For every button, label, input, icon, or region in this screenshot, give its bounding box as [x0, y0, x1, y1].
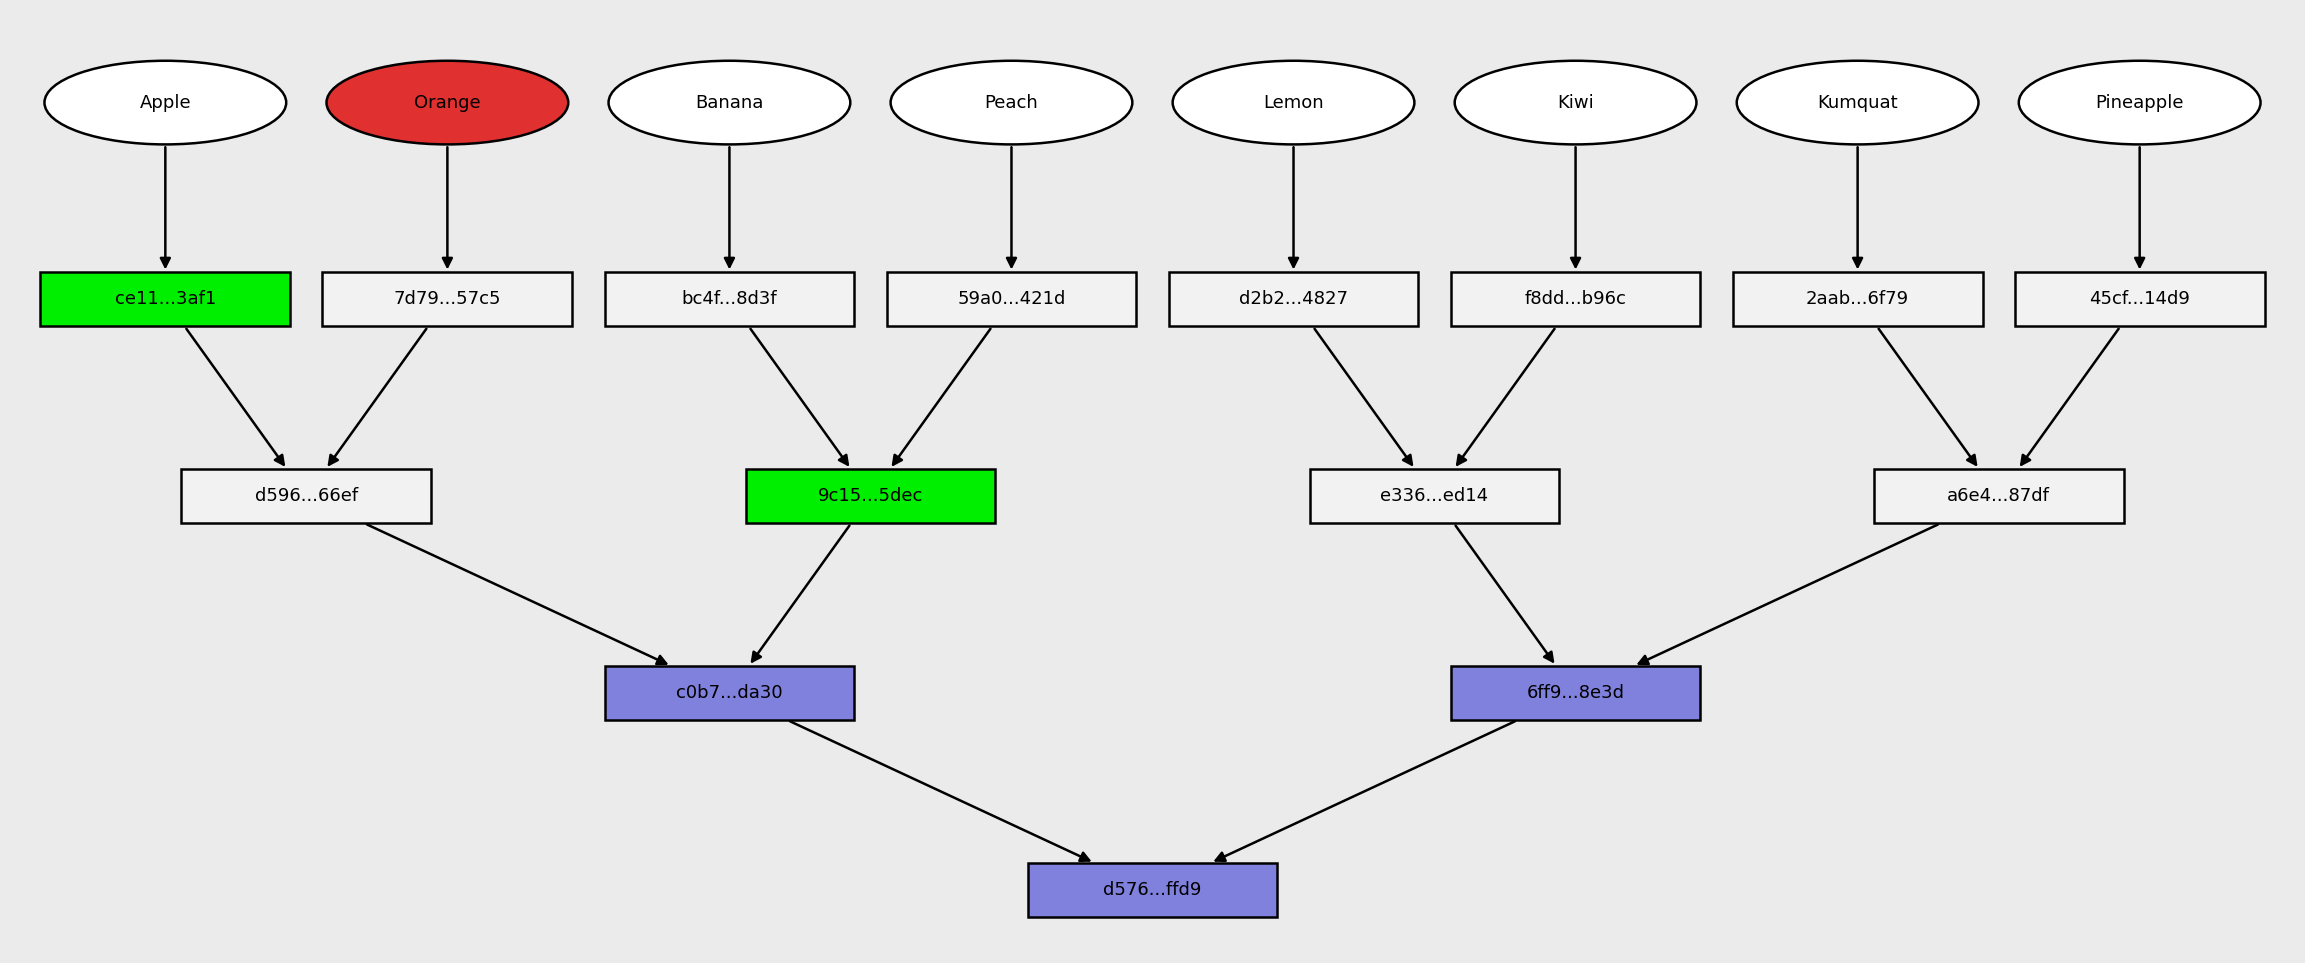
FancyBboxPatch shape	[41, 273, 290, 326]
Text: Banana: Banana	[696, 93, 763, 112]
Text: 2aab...6f79: 2aab...6f79	[1807, 291, 1909, 308]
Text: ce11...3af1: ce11...3af1	[115, 291, 217, 308]
Ellipse shape	[890, 61, 1132, 144]
FancyBboxPatch shape	[887, 273, 1136, 326]
Ellipse shape	[327, 61, 569, 144]
Text: f8dd...b96c: f8dd...b96c	[1524, 291, 1627, 308]
Text: 9c15...5dec: 9c15...5dec	[818, 487, 922, 506]
Text: Kiwi: Kiwi	[1558, 93, 1595, 112]
Text: 59a0...421d: 59a0...421d	[957, 291, 1065, 308]
Ellipse shape	[1173, 61, 1415, 144]
FancyBboxPatch shape	[182, 469, 431, 523]
Ellipse shape	[2019, 61, 2261, 144]
FancyBboxPatch shape	[604, 666, 855, 720]
Text: Kumquat: Kumquat	[1816, 93, 1897, 112]
Text: a6e4...87df: a6e4...87df	[1948, 487, 2049, 506]
Ellipse shape	[1454, 61, 1696, 144]
FancyBboxPatch shape	[1169, 273, 1418, 326]
Text: 45cf...14d9: 45cf...14d9	[2088, 291, 2190, 308]
Text: d596...66ef: d596...66ef	[256, 487, 357, 506]
Text: c0b7...da30: c0b7...da30	[675, 684, 784, 702]
FancyBboxPatch shape	[2015, 273, 2264, 326]
FancyBboxPatch shape	[1874, 469, 2123, 523]
Ellipse shape	[1736, 61, 1978, 144]
FancyBboxPatch shape	[1028, 863, 1277, 917]
Text: d2b2...4827: d2b2...4827	[1240, 291, 1348, 308]
FancyBboxPatch shape	[604, 273, 855, 326]
FancyBboxPatch shape	[323, 273, 572, 326]
FancyBboxPatch shape	[745, 469, 996, 523]
Text: Apple: Apple	[141, 93, 191, 112]
FancyBboxPatch shape	[1450, 666, 1701, 720]
FancyBboxPatch shape	[1450, 273, 1701, 326]
Text: Peach: Peach	[984, 93, 1037, 112]
Text: Pineapple: Pineapple	[2095, 93, 2183, 112]
Ellipse shape	[609, 61, 851, 144]
Text: 7d79...57c5: 7d79...57c5	[394, 291, 500, 308]
Text: Orange: Orange	[415, 93, 482, 112]
Text: d576...ffd9: d576...ffd9	[1104, 881, 1201, 898]
Text: 6ff9...8e3d: 6ff9...8e3d	[1526, 684, 1625, 702]
Ellipse shape	[44, 61, 286, 144]
FancyBboxPatch shape	[1309, 469, 1560, 523]
Text: e336...ed14: e336...ed14	[1381, 487, 1489, 506]
Text: bc4f...8d3f: bc4f...8d3f	[682, 291, 777, 308]
Text: Lemon: Lemon	[1263, 93, 1323, 112]
FancyBboxPatch shape	[1733, 273, 1982, 326]
